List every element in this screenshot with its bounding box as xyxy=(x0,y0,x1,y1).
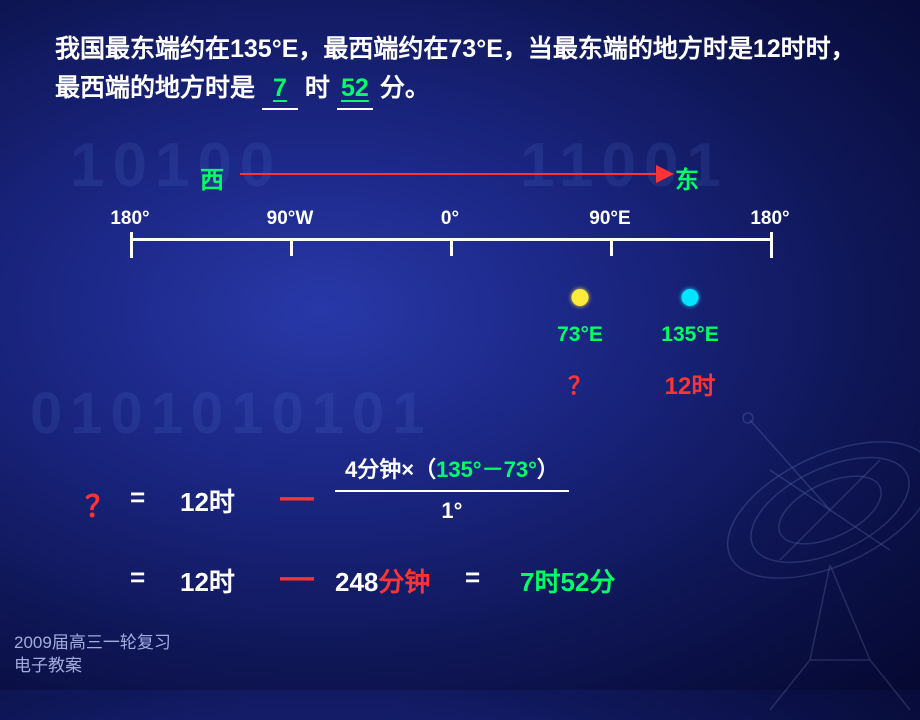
problem-statement: 我国最东端约在135°E，最西端约在73°E，当最东端的地方时是12时时，最西端… xyxy=(55,30,875,110)
axis-tick xyxy=(130,232,133,258)
fraction-denominator: 1° xyxy=(335,490,569,524)
calculation-block: ？ = 12时 — 4分钟×（135°－73°） 1° = 12时 — 248分… xyxy=(85,452,845,622)
answer-minute: 52 xyxy=(337,69,373,110)
problem-mid: 时 xyxy=(305,74,330,102)
fraction-numerator: 4分钟×（135°－73°） xyxy=(335,452,569,490)
unknown-symbol: ？ xyxy=(85,482,115,526)
west-label: 西 xyxy=(200,160,224,195)
twelve-hours-1: 12时 xyxy=(180,482,235,519)
axis-tick xyxy=(610,238,613,256)
axis-tick-label: 180° xyxy=(750,208,789,230)
axis-tick-label: 0° xyxy=(441,208,459,230)
axis-tick-label: 180° xyxy=(110,208,149,230)
longitude-point-time: ？ xyxy=(568,366,592,401)
axis-tick-label: 90°W xyxy=(267,208,314,230)
longitude-point xyxy=(682,289,699,306)
footer-line-1: 2009届高三一轮复习 xyxy=(14,632,171,655)
longitude-point xyxy=(572,289,589,306)
axis-tick xyxy=(770,232,773,258)
direction-arrow-head xyxy=(656,165,674,183)
final-result: 7时52分 xyxy=(520,562,615,599)
problem-text-2: 分。 xyxy=(380,74,430,102)
longitude-point-label: 135°E xyxy=(661,323,718,347)
bg-binary-text: 10100 xyxy=(70,130,282,201)
equals-1: = xyxy=(130,482,145,513)
problem-text-1: 我国最东端约在135°E，最西端约在73°E，当最东端的地方时是12时时，最西端… xyxy=(55,35,856,102)
footer-line-2: 电子教案 xyxy=(14,655,171,678)
answer-hour: 7 xyxy=(262,69,298,110)
axis-tick xyxy=(450,238,453,256)
east-label: 东 xyxy=(675,160,699,195)
direction-arrow-line xyxy=(240,173,660,175)
equals-2: = xyxy=(130,562,145,593)
slide-footer: 2009届高三一轮复习 电子教案 xyxy=(14,632,171,678)
axis-tick-label: 90°E xyxy=(589,208,630,230)
equals-3: = xyxy=(465,562,480,593)
minus-2: — xyxy=(280,558,314,597)
axis-tick xyxy=(290,238,293,256)
longitude-point-time: 12时 xyxy=(665,366,716,401)
twelve-hours-2: 12时 xyxy=(180,562,235,599)
longitude-point-label: 73°E xyxy=(557,323,603,347)
minutes-value: 248分钟 xyxy=(335,562,430,599)
bg-binary-text: 0101010101 xyxy=(30,380,433,447)
minus-1: — xyxy=(280,478,314,517)
